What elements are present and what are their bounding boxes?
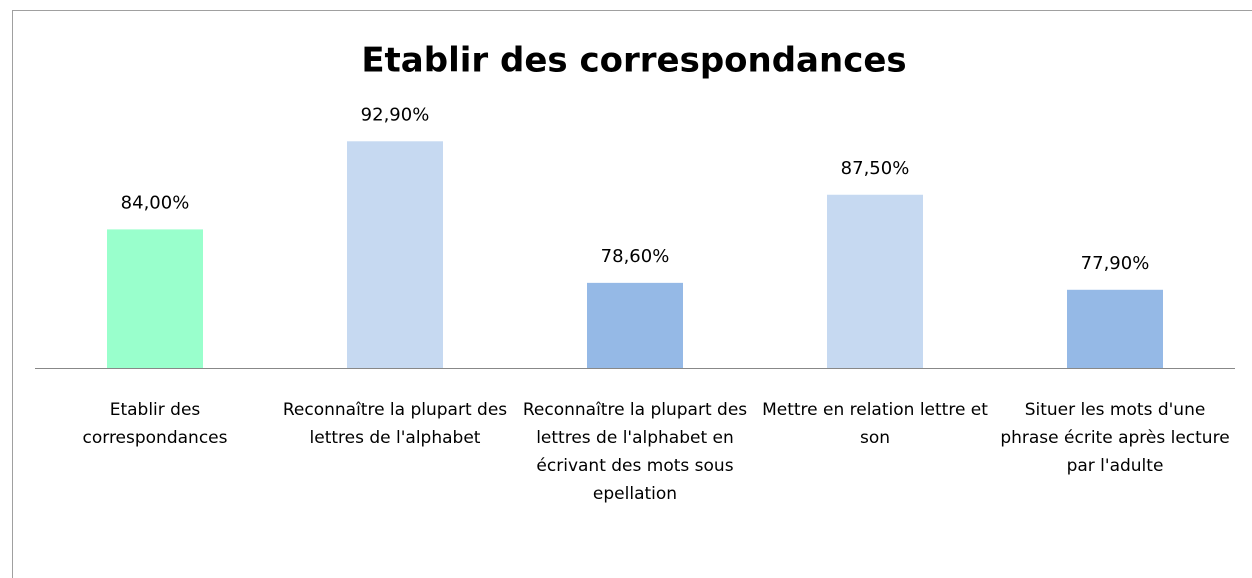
x-tick-label: Situer les mots d'une phrase écrite aprè… [1000, 400, 1230, 476]
x-tick-label: Reconnaître la plupart des lettres de l'… [522, 400, 748, 504]
x-tick-label: Reconnaître la plupart des lettres de l'… [282, 400, 508, 448]
data-label: 84,00% [121, 192, 190, 213]
data-label: 78,60% [601, 246, 670, 267]
bar [347, 141, 443, 368]
data-label: 87,50% [841, 158, 910, 179]
x-tick-label: Mettre en relation lettre et son [762, 400, 988, 448]
bar [587, 282, 683, 368]
data-label: 77,90% [1081, 253, 1150, 274]
data-label: 92,90% [361, 104, 430, 125]
bar [1067, 289, 1163, 368]
chart-title: Etablir des correspondances [361, 41, 906, 81]
x-tick-label: Etablir des correspondances [82, 400, 228, 448]
bar [827, 194, 923, 368]
bar [107, 229, 203, 368]
